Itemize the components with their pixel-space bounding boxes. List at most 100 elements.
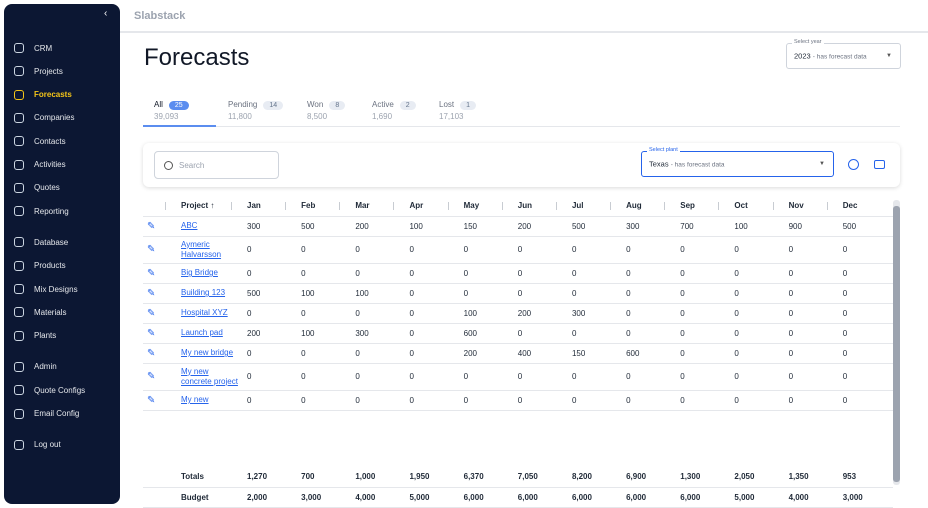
edit-icon[interactable]: ✎: [143, 363, 177, 391]
month-value: 0: [730, 303, 785, 324]
scroll-thumb[interactable]: [893, 206, 900, 482]
project-link[interactable]: My new bridge: [181, 348, 234, 357]
nav-label: Products: [34, 261, 66, 271]
month-value: 200: [351, 216, 406, 237]
month-value: 0: [243, 343, 298, 364]
project-link[interactable]: ABC: [181, 221, 198, 230]
settings-icon[interactable]: [848, 159, 859, 170]
nav-item[interactable]: Admin: [14, 361, 57, 372]
nav-item[interactable]: Database: [14, 237, 68, 248]
nav-item[interactable]: Reporting: [14, 206, 69, 217]
row-label: Totals: [177, 467, 243, 488]
tab[interactable]: Pending 14 11,800: [228, 100, 284, 121]
month-value: 0: [567, 323, 623, 344]
month-value: 6,000: [622, 487, 677, 508]
nav-item[interactable]: Projects: [14, 66, 63, 77]
month-value: 0: [838, 303, 893, 324]
year-select[interactable]: Select year 2023 - has forecast data ▼: [786, 39, 901, 69]
project-link[interactable]: My new concrete project: [181, 366, 238, 386]
project-cell: Aymeric Halvarsson: [177, 236, 243, 264]
nav-item[interactable]: Plants: [14, 330, 57, 341]
tab-label: All: [154, 100, 163, 109]
nav-label: Email Config: [34, 409, 80, 418]
month-value: 7,050: [513, 467, 568, 488]
month-value: 0: [351, 390, 406, 411]
nav-item[interactable]: CRM: [14, 43, 52, 53]
tab[interactable]: Lost 1 17,103: [439, 100, 477, 121]
collapse[interactable]: ‹: [104, 8, 108, 19]
month-value: 6,900: [622, 467, 677, 488]
edit-icon[interactable]: ✎: [143, 216, 177, 237]
edit-icon[interactable]: ✎: [143, 323, 177, 344]
edit-icon[interactable]: ✎: [143, 390, 177, 411]
month-value: 0: [784, 303, 839, 324]
nav-label: Admin: [34, 362, 57, 372]
nav-item[interactable]: Log out: [14, 439, 61, 450]
nav-item[interactable]: Email Config: [14, 408, 80, 419]
nav-item[interactable]: Mix Designs: [14, 284, 78, 294]
edit-icon[interactable]: ✎: [143, 283, 177, 304]
project-link[interactable]: Aymeric Halvarsson: [181, 239, 222, 259]
search-input[interactable]: Search: [154, 151, 279, 179]
edit-icon[interactable]: ✎: [143, 303, 177, 324]
month-value: 0: [676, 236, 731, 264]
project-cell: My new bridge: [177, 343, 243, 364]
edit-icon[interactable]: ✎: [143, 236, 177, 264]
month-value: 0: [405, 236, 460, 264]
nav-label: Activities: [34, 160, 66, 169]
month-value: 700: [676, 216, 731, 237]
month-value: 0: [405, 390, 460, 411]
tab-indicator: [143, 125, 216, 127]
nav-item[interactable]: Materials: [14, 307, 66, 318]
month-value: 500: [838, 216, 893, 237]
table-row: ✎ ABC 300 500 200 100 150 200 500 300 700 100 900 500: [143, 216, 893, 237]
nav-item[interactable]: Forecasts: [14, 89, 72, 100]
edit-icon[interactable]: ✎: [143, 343, 177, 364]
nav-icon: [14, 136, 24, 147]
month-value: 2,000: [243, 487, 298, 508]
month-value: 6,000: [513, 487, 568, 508]
scrollbar[interactable]: [893, 200, 900, 485]
month-value: 0: [459, 363, 514, 391]
tab-count: 8: [329, 101, 346, 110]
edit-icon[interactable]: ✎: [143, 263, 177, 284]
nav-icon: [14, 260, 24, 271]
nav-item[interactable]: Contacts: [14, 136, 66, 147]
month-value: 3,000: [297, 487, 352, 508]
month-value: 0: [513, 323, 568, 344]
month-value: 2,050: [730, 467, 785, 488]
plant-select[interactable]: Select plant Texas - has forecast data ▼: [641, 147, 834, 177]
month-value: 0: [730, 390, 785, 411]
project-link[interactable]: Building 123: [181, 288, 226, 297]
month-value: 0: [622, 363, 677, 391]
nav-icon: [14, 408, 24, 419]
month-value: 0: [730, 343, 785, 364]
nav-item[interactable]: Activities: [14, 159, 66, 170]
column-header: Jul: [555, 196, 623, 217]
project-link[interactable]: Launch pad: [181, 328, 223, 337]
month-value: 0: [730, 283, 785, 304]
month-value: 0: [676, 303, 731, 324]
month-value: 0: [351, 236, 406, 264]
nav-item[interactable]: Quotes: [14, 182, 60, 193]
print-icon[interactable]: [874, 160, 885, 169]
nav-icon: [14, 66, 24, 77]
project-cell: Big Bridge: [177, 263, 243, 284]
nav-item[interactable]: Products: [14, 260, 66, 271]
tab[interactable]: Won 8 8,500: [307, 100, 346, 121]
month-value: 0: [784, 363, 839, 391]
month-value: 200: [513, 216, 568, 237]
project-link[interactable]: Big Bridge: [181, 268, 218, 277]
month-value: 0: [622, 283, 677, 304]
month-value: 300: [243, 216, 298, 237]
table-row: ✎ My new concrete project 0 0 0 0 0 0 0 0 0 0 0 0: [143, 363, 893, 391]
value: Texas - has forecast data: [649, 160, 725, 169]
tab[interactable]: Active 2 1,690: [372, 100, 416, 121]
tab-total: 17,103: [439, 112, 464, 121]
nav-item[interactable]: Quote Configs: [14, 385, 85, 396]
project-link[interactable]: My new: [181, 395, 209, 404]
tab[interactable]: All 25 39,093: [154, 100, 189, 121]
nav-label: Plants: [34, 331, 57, 341]
project-link[interactable]: Hospital XYZ: [181, 308, 228, 317]
nav-item[interactable]: Companies: [14, 112, 74, 123]
